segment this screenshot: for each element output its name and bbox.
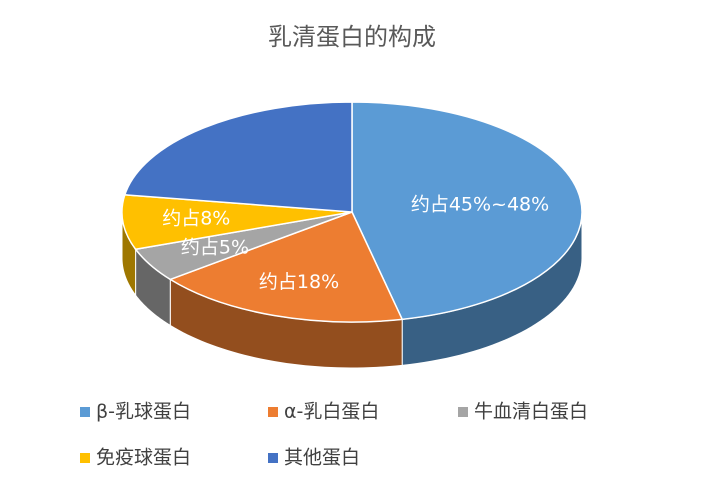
legend-label: α-乳白蛋白 [284,401,379,423]
legend-swatch [268,407,278,417]
chart-title: 乳清蛋白的构成 [268,23,436,51]
pie-slice [121,193,353,251]
pie-slice [168,211,404,323]
legend-swatch [268,453,278,463]
pie-slice [351,101,583,321]
legend-swatch [80,407,90,417]
legend-label: 免疫球蛋白 [96,447,191,469]
pie-slice [123,101,353,213]
legend-label: β-乳球蛋白 [96,401,191,423]
legend-swatch [80,453,90,463]
data-label: 约占8% [162,208,230,230]
legend-swatch [458,407,468,417]
legend-label: 牛血清白蛋白 [474,401,588,423]
data-label: 约占45%~48% [411,194,549,216]
data-label: 约占5% [181,237,249,259]
legend-label: 其他蛋白 [284,447,360,469]
data-label: 约占18% [259,271,339,293]
